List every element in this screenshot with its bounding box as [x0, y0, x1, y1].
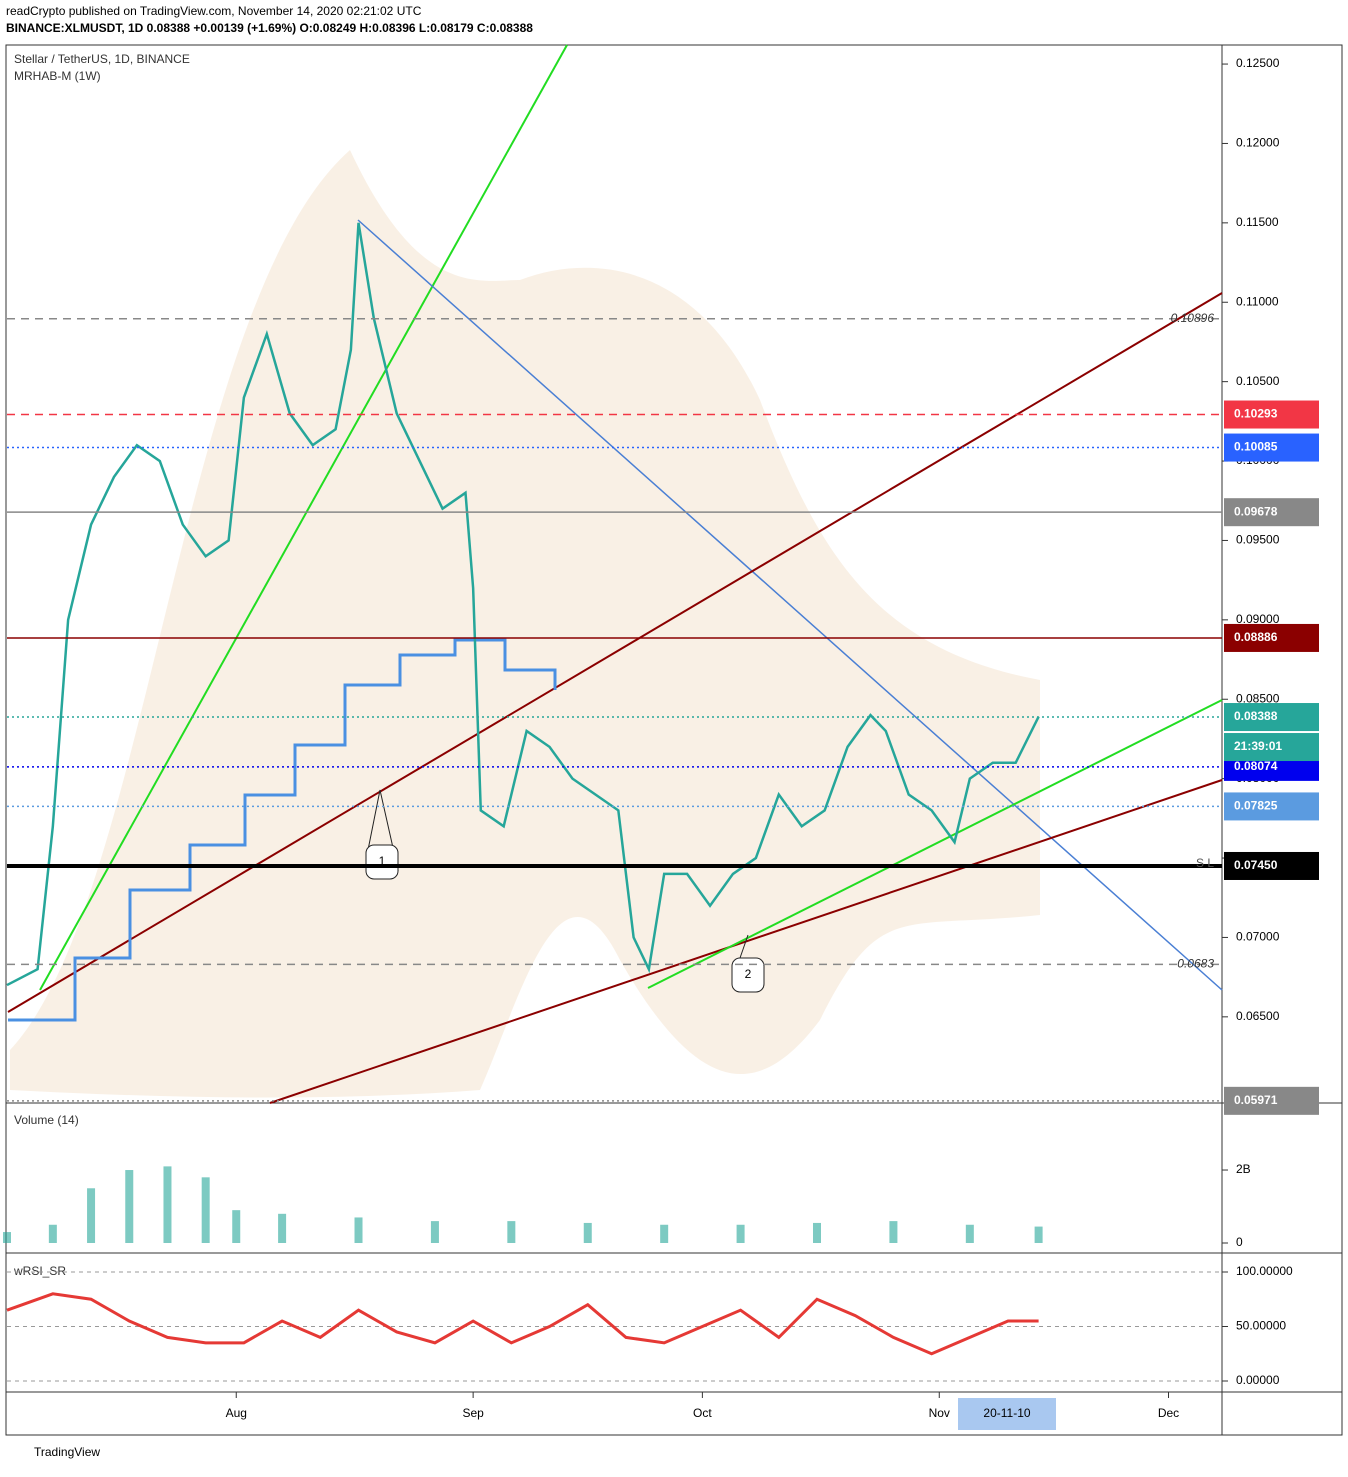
chart-subtitle: MRHAB-M (1W): [14, 69, 101, 83]
price-badge-label: 0.08886: [1234, 630, 1278, 644]
price-badge-label: 0.09678: [1234, 504, 1278, 518]
annotation: 1: [379, 854, 386, 868]
price-badge: [1224, 623, 1319, 652]
callout: [739, 934, 749, 959]
y-tick-label: 0.11500: [1236, 215, 1279, 229]
volume-bar: [736, 1224, 745, 1243]
volume-bar: [201, 1177, 210, 1243]
volume-bar: [813, 1222, 821, 1243]
footer: TradingView: [34, 1445, 100, 1459]
trendline: [647, 699, 1223, 989]
crosshair-badge: [958, 1398, 1056, 1430]
pane-title: Volume (14): [14, 1113, 79, 1127]
x-tick-label: Dec: [1158, 1406, 1179, 1420]
y-tick-label: 0.12000: [1236, 136, 1280, 150]
pane-title: wRSI_SR: [13, 1264, 66, 1278]
y-tick-label: 0.00000: [1236, 1373, 1280, 1387]
rsi-line: [6, 1292, 1039, 1356]
volume-bar: [1034, 1226, 1043, 1243]
price-badge-label: 0.08388: [1234, 709, 1278, 723]
crosshair-label: 20-11-10: [983, 1406, 1030, 1420]
frame: [5, 44, 1343, 1436]
x-tick-label: Sep: [462, 1406, 484, 1420]
header-line: BINANCE:XLMUSDT, 1D 0.08388 +0.00139 (+1…: [6, 21, 533, 35]
header-line: readCrypto published on TradingView.com,…: [6, 4, 422, 18]
step-line: [8, 638, 557, 1022]
y-tick-label: 50.00000: [1236, 1319, 1286, 1333]
volume-bar: [3, 1232, 11, 1243]
price-badge-label: 0.10085: [1234, 440, 1278, 454]
price-line: [6, 222, 1040, 987]
y-tick-label: 0.09000: [1236, 612, 1280, 626]
price-badge: [1224, 1086, 1319, 1115]
price-badge-label: 0.08074: [1234, 759, 1278, 773]
y-tick-label: 100.00000: [1236, 1264, 1293, 1278]
volume-bar: [507, 1221, 516, 1243]
level-note: S L: [1196, 856, 1214, 870]
volume-bar: [430, 1221, 439, 1243]
y-tick-label: 0.06500: [1236, 1009, 1280, 1023]
callout-box: [365, 844, 399, 880]
y-tick-label: 2B: [1236, 1162, 1251, 1176]
volume-bar: [125, 1170, 134, 1243]
level-label: 0.10896: [1171, 311, 1215, 325]
trendline: [7, 292, 1223, 1013]
volume-bar: [889, 1221, 898, 1243]
price-badge-label: 0.05971: [1234, 1093, 1278, 1107]
band-cloud: [10, 150, 1040, 1098]
y-tick-label: 0: [1236, 1235, 1243, 1249]
volume-bar: [232, 1210, 241, 1243]
price-badge: [1224, 498, 1319, 527]
y-tick-label: 0.10500: [1236, 374, 1280, 388]
callout-box: [731, 957, 765, 993]
x-tick-label: Nov: [929, 1406, 950, 1420]
x-tick-label: Oct: [693, 1406, 712, 1420]
x-tick-label: Aug: [226, 1406, 247, 1420]
price-badge-label: 0.07825: [1234, 799, 1278, 813]
volume-bar: [278, 1213, 287, 1243]
volume-bar: [965, 1224, 974, 1243]
trendline: [39, 44, 568, 991]
price-badge-label: 0.10293: [1234, 407, 1278, 421]
price-badge: [1224, 792, 1319, 821]
y-tick-label: 0.08500: [1236, 691, 1280, 705]
trendline: [357, 219, 1223, 991]
volume-bar: [660, 1224, 669, 1243]
price-badge: [1224, 433, 1319, 462]
chart-title: Stellar / TetherUS, 1D, BINANCE: [14, 52, 190, 66]
price-badge: [1224, 400, 1319, 429]
price-badge: [1224, 703, 1319, 732]
volume-bar: [163, 1166, 172, 1243]
volume-bar: [354, 1217, 363, 1243]
y-tick-label: 0.09500: [1236, 533, 1280, 547]
price-badge: [1224, 851, 1319, 880]
volume-bar: [87, 1188, 96, 1243]
annotation: 2: [745, 967, 752, 981]
level-label: 0.0683: [1177, 957, 1214, 971]
countdown-label: 21:39:01: [1234, 739, 1282, 753]
y-tick-label: 0.07000: [1236, 930, 1280, 944]
y-tick-label: 0.12500: [1236, 56, 1280, 70]
y-tick-label: 0.11000: [1236, 294, 1279, 308]
price-badge-label: 0.07450: [1234, 858, 1278, 872]
volume-bar: [583, 1222, 592, 1243]
countdown-badge: [1224, 733, 1319, 762]
volume-bar: [48, 1224, 57, 1243]
